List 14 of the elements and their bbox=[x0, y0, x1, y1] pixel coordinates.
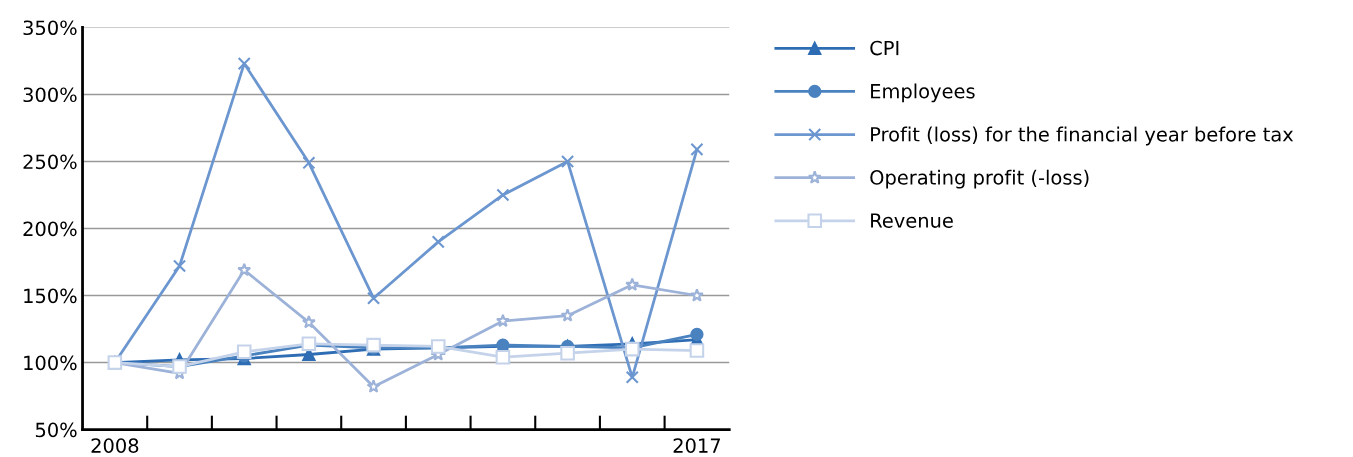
y-tick-label: 100% bbox=[24, 355, 77, 371]
legend-label: CPI bbox=[870, 40, 899, 56]
legend-label: Profit (loss) for the financial year before tax bbox=[871, 126, 1294, 146]
x-tick-label: 2008 bbox=[91, 438, 139, 453]
y-tick-label: 300% bbox=[23, 87, 77, 103]
y-tick-label: 200% bbox=[23, 221, 77, 237]
y-tick-label: 150% bbox=[24, 288, 77, 304]
legend-label: Revenue bbox=[871, 213, 953, 228]
legend-label: Operating profit (-loss) bbox=[870, 169, 1089, 189]
y-tick-label: 50% bbox=[35, 422, 77, 438]
legend-label: Employees bbox=[871, 83, 975, 103]
y-tick-label: 250% bbox=[23, 154, 77, 170]
y-tick-label: 350% bbox=[23, 20, 77, 36]
x-tick-label: 2017 bbox=[673, 438, 721, 453]
